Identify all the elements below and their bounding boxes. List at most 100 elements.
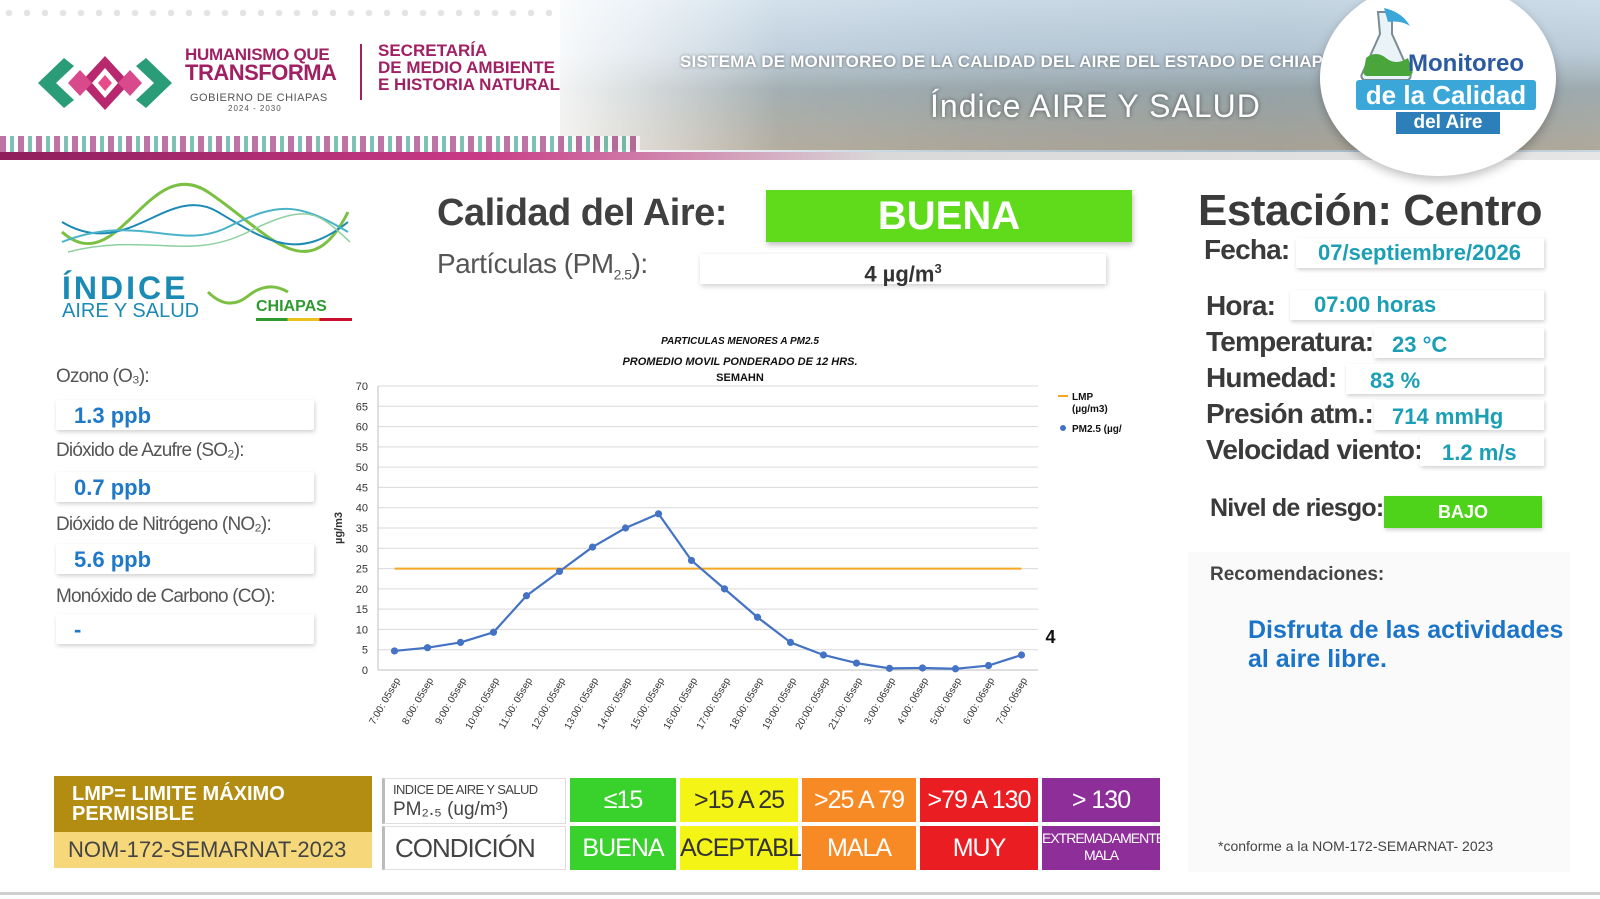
x-tick-label: 18:00: 05sep	[728, 676, 767, 732]
condition-cell-mala: MALA	[802, 826, 916, 870]
y-tick-label: 55	[356, 442, 368, 454]
pm25-point	[984, 661, 993, 670]
temperatura-box	[1374, 328, 1544, 358]
recommendations-panel	[1188, 552, 1570, 872]
pm25-point	[852, 659, 861, 667]
header-color-bar	[0, 152, 1600, 160]
condition-cell-buena: BUENA	[570, 826, 676, 870]
riesgo-label: Nivel de riesgo:	[1210, 494, 1384, 522]
ozono-value-box: 1.3 ppb	[56, 400, 314, 430]
pm25-point	[885, 664, 894, 672]
range-cell-muy-mala: >79 A 130	[920, 778, 1038, 822]
viento-box	[1420, 436, 1544, 466]
condition-cell-extrema: EXTREMADAMENTE MALA	[1042, 826, 1165, 870]
no2-value-box: 5.6 ppb	[56, 544, 314, 574]
logo-title: ÍNDICE	[62, 270, 189, 306]
x-tick-label: 5:00: 06sep	[928, 676, 964, 727]
pm25-point	[555, 567, 564, 576]
riesgo-badge: BAJO	[1384, 496, 1542, 528]
x-tick-label: 6:00: 06sep	[961, 676, 997, 727]
hora-value: 07:00 horas	[1314, 292, 1437, 317]
so2-value: 0.7 ppb	[74, 475, 152, 500]
particulas-value: 4 µg/m3	[700, 254, 1106, 286]
pm25-point	[423, 644, 432, 652]
station-title: Estación: Centro	[1198, 186, 1543, 235]
condition-cell-muy-mala: MUY MALA	[920, 826, 1038, 899]
range-cell-mala: >25 A 79	[802, 778, 916, 822]
y-tick-label: 65	[356, 401, 368, 413]
condition-header-cell: CONDICIÓN	[382, 826, 566, 870]
badge-line1: Monitoreo	[1408, 50, 1524, 77]
y-tick-label: 20	[356, 584, 368, 596]
x-tick-label: 15:00: 05sep	[629, 676, 668, 732]
so2-value-box: 0.7 ppb	[56, 472, 314, 502]
pm25-point	[786, 638, 795, 647]
pm25-point	[819, 651, 828, 659]
x-tick-label: 20:00: 05sep	[794, 676, 833, 732]
range-cell-buena: ≤15	[570, 778, 676, 822]
hora-label: Hora:	[1206, 290, 1276, 321]
pm25-line	[394, 512, 1022, 670]
y-tick-label: 60	[356, 422, 368, 434]
co-value: -	[74, 617, 82, 642]
textile-pattern-strip	[0, 136, 640, 152]
temperatura-value: 23 °C	[1392, 332, 1448, 357]
humedad-value: 83 %	[1370, 368, 1421, 393]
condition-cell-aceptable: ACEPTABLE	[680, 826, 817, 870]
x-tick-label: 17:00: 05sep	[695, 676, 734, 732]
legend-lmp-unit: (µg/m3)	[1072, 404, 1108, 415]
legend-pm25-label: PM2.5 (µg/	[1072, 424, 1122, 435]
no2-value: 5.6 ppb	[74, 547, 152, 572]
x-tick-label: 7:00: 06sep	[994, 676, 1030, 727]
recommendations-label: Recomendaciones:	[1210, 564, 1385, 585]
last-value-label: 4	[1046, 627, 1056, 647]
viento-value: 1.2 m/s	[1442, 440, 1517, 465]
indice-aire-salud-logo-icon	[61, 182, 351, 305]
x-tick-label: 4:00: 06sep	[895, 676, 931, 727]
pm25-point	[489, 628, 498, 636]
gov-slogan-line1: HUMANISMO QUE	[185, 45, 330, 64]
y-tick-label: 50	[356, 462, 368, 474]
co-value-box: -	[56, 614, 314, 644]
badge-line2: de la Calidad	[1356, 80, 1536, 110]
badge-line3: del Aire	[1396, 112, 1500, 134]
gov-name: GOBIERNO DE CHIAPAS	[190, 92, 328, 104]
pm25-point	[621, 524, 630, 532]
pm25-point	[654, 510, 663, 518]
humedad-label: Humedad:	[1206, 362, 1337, 393]
system-title: SISTEMA DE MONITOREO DE LA CALIDAD DEL A…	[680, 52, 1346, 71]
y-tick-label: 35	[356, 523, 368, 535]
chart-title-line3: SEMAHN	[716, 372, 764, 384]
norm-footnote: *conforme a la NOM-172-SEMARNAT- 2023	[1218, 838, 1494, 854]
y-tick-label: 40	[356, 503, 368, 515]
fecha-box	[1296, 238, 1544, 268]
so2-label: Dióxido de Azufre (SO₂):	[56, 440, 245, 461]
chart-title-line1: PARTICULAS MENORES A PM2.5	[661, 336, 819, 347]
x-tick-label: 7:00: 05sep	[367, 676, 403, 727]
y-tick-label: 70	[356, 381, 368, 393]
x-tick-label: 13:00: 05sep	[563, 676, 602, 732]
legend-pm25-swatch	[1060, 425, 1066, 431]
x-tick-label: 9:00: 05sep	[433, 676, 469, 727]
pm25-point	[951, 665, 960, 673]
presion-box	[1374, 400, 1544, 430]
lmp-definition: LMP= LIMITE MÁXIMO PERMISIBLE	[54, 776, 372, 832]
x-tick-label: 10:00: 05sep	[464, 676, 503, 732]
secretaria-name: SECRETARÍA DE MEDIO AMBIENTE E HISTORIA …	[378, 41, 560, 94]
y-tick-label: 5	[362, 645, 368, 657]
ozono-label: Ozono (O₃):	[56, 366, 150, 387]
pm25-point	[522, 592, 531, 600]
x-tick-label: 14:00: 05sep	[596, 676, 635, 732]
logo-subtitle: AIRE Y SALUD	[62, 300, 200, 322]
co-label: Monóxido de Carbono (CO):	[56, 586, 275, 607]
fecha-label: Fecha:	[1204, 234, 1290, 265]
range-cell-aceptable: >15 A 25	[680, 778, 798, 822]
legend-lmp-label: LMP	[1072, 392, 1093, 403]
pm25-point	[588, 543, 597, 551]
gobierno-chiapas-logo-icon	[38, 56, 172, 110]
pm25-point	[753, 613, 762, 621]
x-tick-label: 16:00: 05sep	[662, 676, 701, 732]
y-tick-label: 10	[356, 624, 368, 636]
flask-icon	[1360, 8, 1413, 82]
gov-slogan-line2: TRANSFORMA	[185, 60, 337, 85]
